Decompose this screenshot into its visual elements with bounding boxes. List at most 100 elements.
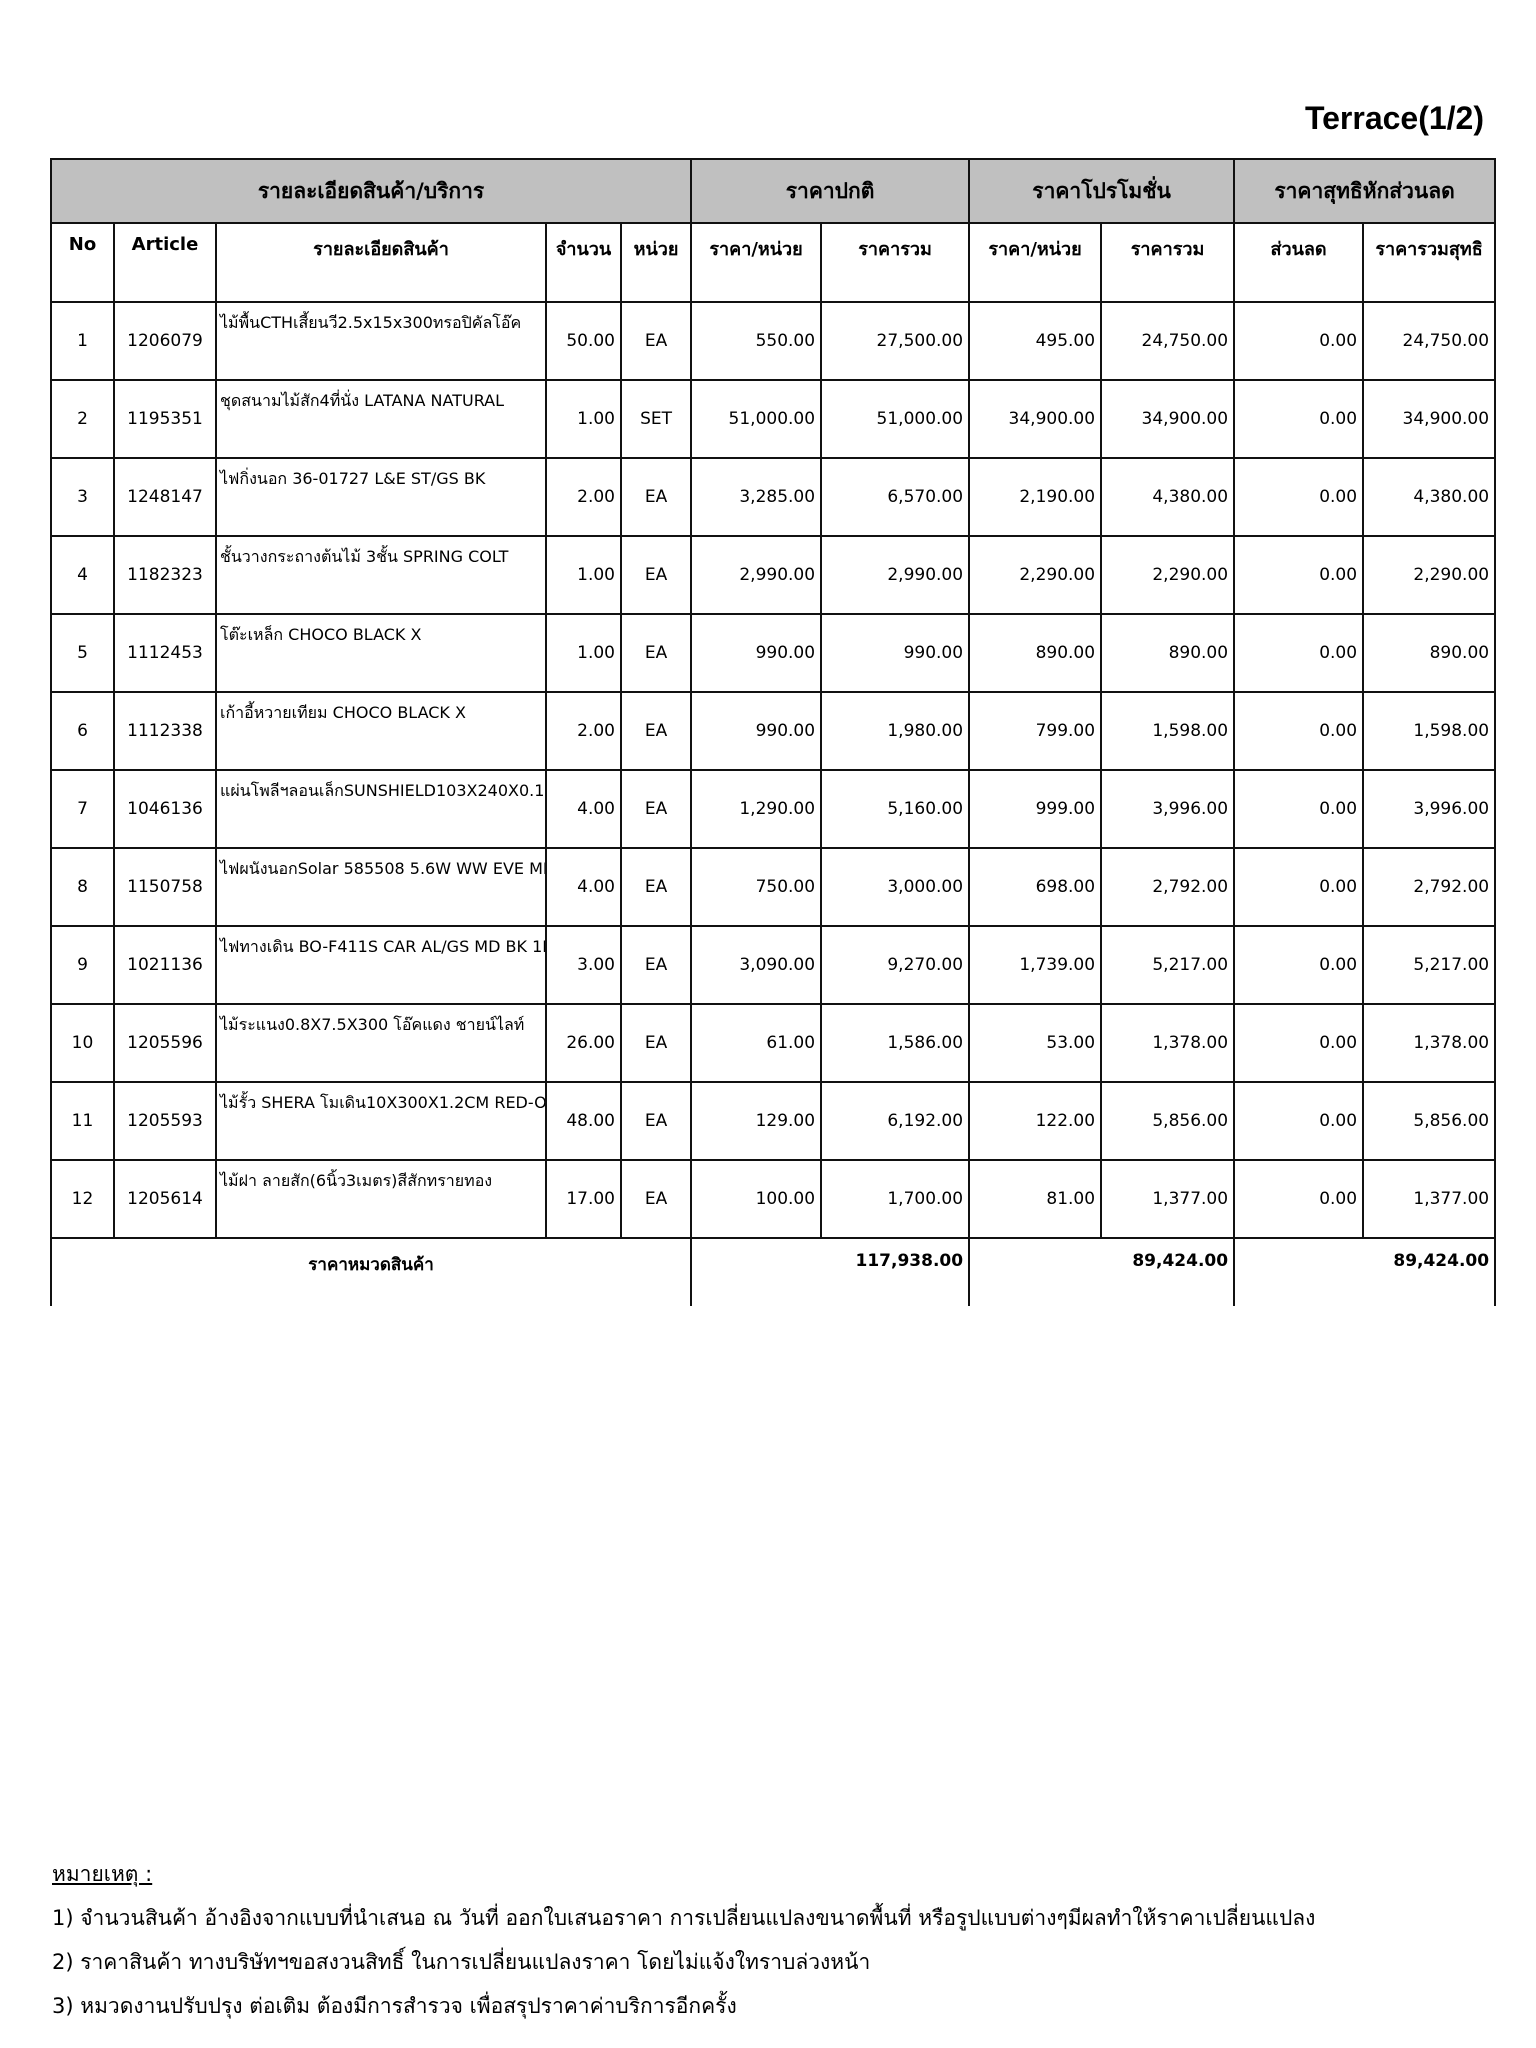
description-cell: แผ่นโพลีฯลอนเล็กSUNSHIELD103X240X0.13	[215, 769, 547, 849]
discount-cell: 0.00	[1233, 769, 1365, 849]
article-cell: 1205596	[113, 1003, 217, 1083]
quantity-cell: 26.00	[545, 1003, 622, 1083]
discount-cell: 0.00	[1233, 1081, 1365, 1161]
table-row: 5 1112453 โต๊ะเหล็ก CHOCO BLACK X 1.00 EA 990…	[50, 613, 1497, 693]
row-no-cell: 4	[50, 535, 115, 615]
promo-total-cell: 890.00	[1100, 613, 1236, 693]
note-line: 1) จำนวนสินค้า อ้างอิงจากแบบที่นำเสนอ ณ …	[52, 1906, 1316, 1930]
group-header-promo-price: ราคาโปรโมชั่น	[968, 158, 1236, 224]
table-row: 11 1205593 ไม้รั้ว SHERA โมเดิน10X300X1.2C…	[50, 1081, 1497, 1161]
unit-price-cell: 2,990.00	[690, 535, 823, 615]
discount-cell: 0.00	[1233, 379, 1365, 459]
promo-unit-price-cell: 122.00	[968, 1081, 1103, 1161]
discount-cell: 0.00	[1233, 925, 1365, 1005]
column-header: ราคารวมสุทธิ	[1362, 222, 1497, 303]
column-header: ราคา/หน่วย	[968, 222, 1103, 303]
promo-total-cell: 4,380.00	[1100, 457, 1236, 537]
discount-cell: 0.00	[1233, 1159, 1365, 1239]
net-total-cell: 890.00	[1362, 613, 1497, 693]
unit-price-cell: 3,090.00	[690, 925, 823, 1005]
description-cell: โต๊ะเหล็ก CHOCO BLACK X	[215, 613, 547, 693]
promo-unit-price-cell: 34,900.00	[968, 379, 1103, 459]
description-cell: ไฟทางเดิน BO-F411S CAR AL/GS MD BK 1L	[215, 925, 547, 1005]
unit-price-cell: 51,000.00	[690, 379, 823, 459]
description-cell: เก้าอี้หวายเทียม CHOCO BLACK X	[215, 691, 547, 771]
unit-cell: EA	[619, 535, 693, 615]
quantity-cell: 1.00	[545, 613, 622, 693]
unit-price-cell: 550.00	[690, 301, 823, 381]
article-cell: 1021136	[113, 925, 217, 1005]
column-header: ราคา/หน่วย	[690, 222, 823, 303]
column-header: หน่วย	[619, 222, 693, 303]
column-header: รายละเอียดสินค้า	[215, 222, 547, 303]
total-price-cell: 1,586.00	[820, 1003, 971, 1083]
net-total-cell: 2,290.00	[1362, 535, 1497, 615]
unit-cell: EA	[619, 691, 693, 771]
promo-total-cell: 24,750.00	[1100, 301, 1236, 381]
promo-total-cell: 1,598.00	[1100, 691, 1236, 771]
row-no-cell: 7	[50, 769, 115, 849]
row-no-cell: 3	[50, 457, 115, 537]
row-no-cell: 10	[50, 1003, 115, 1083]
total-net: 89,424.00	[1233, 1237, 1497, 1306]
total-price-cell: 6,570.00	[820, 457, 971, 537]
unit-price-cell: 990.00	[690, 691, 823, 771]
unit-cell: EA	[619, 1159, 693, 1239]
discount-cell: 0.00	[1233, 613, 1365, 693]
net-total-cell: 1,598.00	[1362, 691, 1497, 771]
unit-cell: SET	[619, 379, 693, 459]
promo-unit-price-cell: 799.00	[968, 691, 1103, 771]
promo-total-cell: 5,217.00	[1100, 925, 1236, 1005]
unit-price-cell: 3,285.00	[690, 457, 823, 537]
unit-cell: EA	[619, 769, 693, 849]
column-header: No	[50, 222, 115, 303]
promo-unit-price-cell: 495.00	[968, 301, 1103, 381]
promo-unit-price-cell: 698.00	[968, 847, 1103, 927]
quotation-table: รายละเอียดสินค้า/บริการ ราคาปกติ ราคาโปร…	[49, 158, 1497, 1306]
promo-unit-price-cell: 1,739.00	[968, 925, 1103, 1005]
net-total-cell: 5,217.00	[1362, 925, 1497, 1005]
description-cell: ไฟผนังนอกSolar 585508 5.6W WW EVE MD	[215, 847, 547, 927]
unit-price-cell: 990.00	[690, 613, 823, 693]
table-row: 7 1046136 แผ่นโพลีฯลอนเล็กSUNSHIELD103X240…	[50, 769, 1497, 849]
total-price-cell: 27,500.00	[820, 301, 971, 381]
net-total-cell: 1,377.00	[1362, 1159, 1497, 1239]
unit-cell: EA	[619, 613, 693, 693]
quantity-cell: 2.00	[545, 691, 622, 771]
column-header: จำนวน	[545, 222, 622, 303]
unit-price-cell: 61.00	[690, 1003, 823, 1083]
article-cell: 1112453	[113, 613, 217, 693]
unit-price-cell: 750.00	[690, 847, 823, 927]
article-cell: 1248147	[113, 457, 217, 537]
group-header-normal-price: ราคาปกติ	[690, 158, 971, 224]
discount-cell: 0.00	[1233, 535, 1365, 615]
total-price-cell: 5,160.00	[820, 769, 971, 849]
quantity-cell: 48.00	[545, 1081, 622, 1161]
description-cell: ชุดสนามไม้สัก4ที่นั่ง LATANA NATURAL	[215, 379, 547, 459]
unit-cell: EA	[619, 457, 693, 537]
table-row: 3 1248147 ไฟกิ่งนอก 36-01727 L&E ST/GS BK 2…	[50, 457, 1497, 537]
table-row: 12 1205614 ไม้ฝา ลายสัก(6นิ้ว3เมตร)สีสักทร…	[50, 1159, 1497, 1239]
total-price-cell: 51,000.00	[820, 379, 971, 459]
row-no-cell: 8	[50, 847, 115, 927]
note-line: 3) หมวดงานปรับปรุง ต่อเติม ต้องมีการสำรว…	[52, 1994, 737, 2018]
promo-unit-price-cell: 2,290.00	[968, 535, 1103, 615]
unit-cell: EA	[619, 847, 693, 927]
net-total-cell: 4,380.00	[1362, 457, 1497, 537]
net-total-cell: 34,900.00	[1362, 379, 1497, 459]
row-no-cell: 1	[50, 301, 115, 381]
total-row: ราคาหมวดสินค้า 117,938.00 89,424.00 89,4…	[49, 1237, 1497, 1306]
column-header: ราคารวม	[1100, 222, 1236, 303]
total-price-cell: 2,990.00	[820, 535, 971, 615]
table-row: 6 1112338 เก้าอี้หวายเทียม CHOCO BLACK X 2.…	[50, 691, 1497, 771]
article-cell: 1112338	[113, 691, 217, 771]
article-cell: 1205614	[113, 1159, 217, 1239]
promo-unit-price-cell: 2,190.00	[968, 457, 1103, 537]
total-price-cell: 990.00	[820, 613, 971, 693]
total-price-cell: 6,192.00	[820, 1081, 971, 1161]
discount-cell: 0.00	[1233, 1003, 1365, 1083]
article-cell: 1206079	[113, 301, 217, 381]
quantity-cell: 4.00	[545, 847, 622, 927]
quantity-cell: 50.00	[545, 301, 622, 381]
discount-cell: 0.00	[1233, 457, 1365, 537]
